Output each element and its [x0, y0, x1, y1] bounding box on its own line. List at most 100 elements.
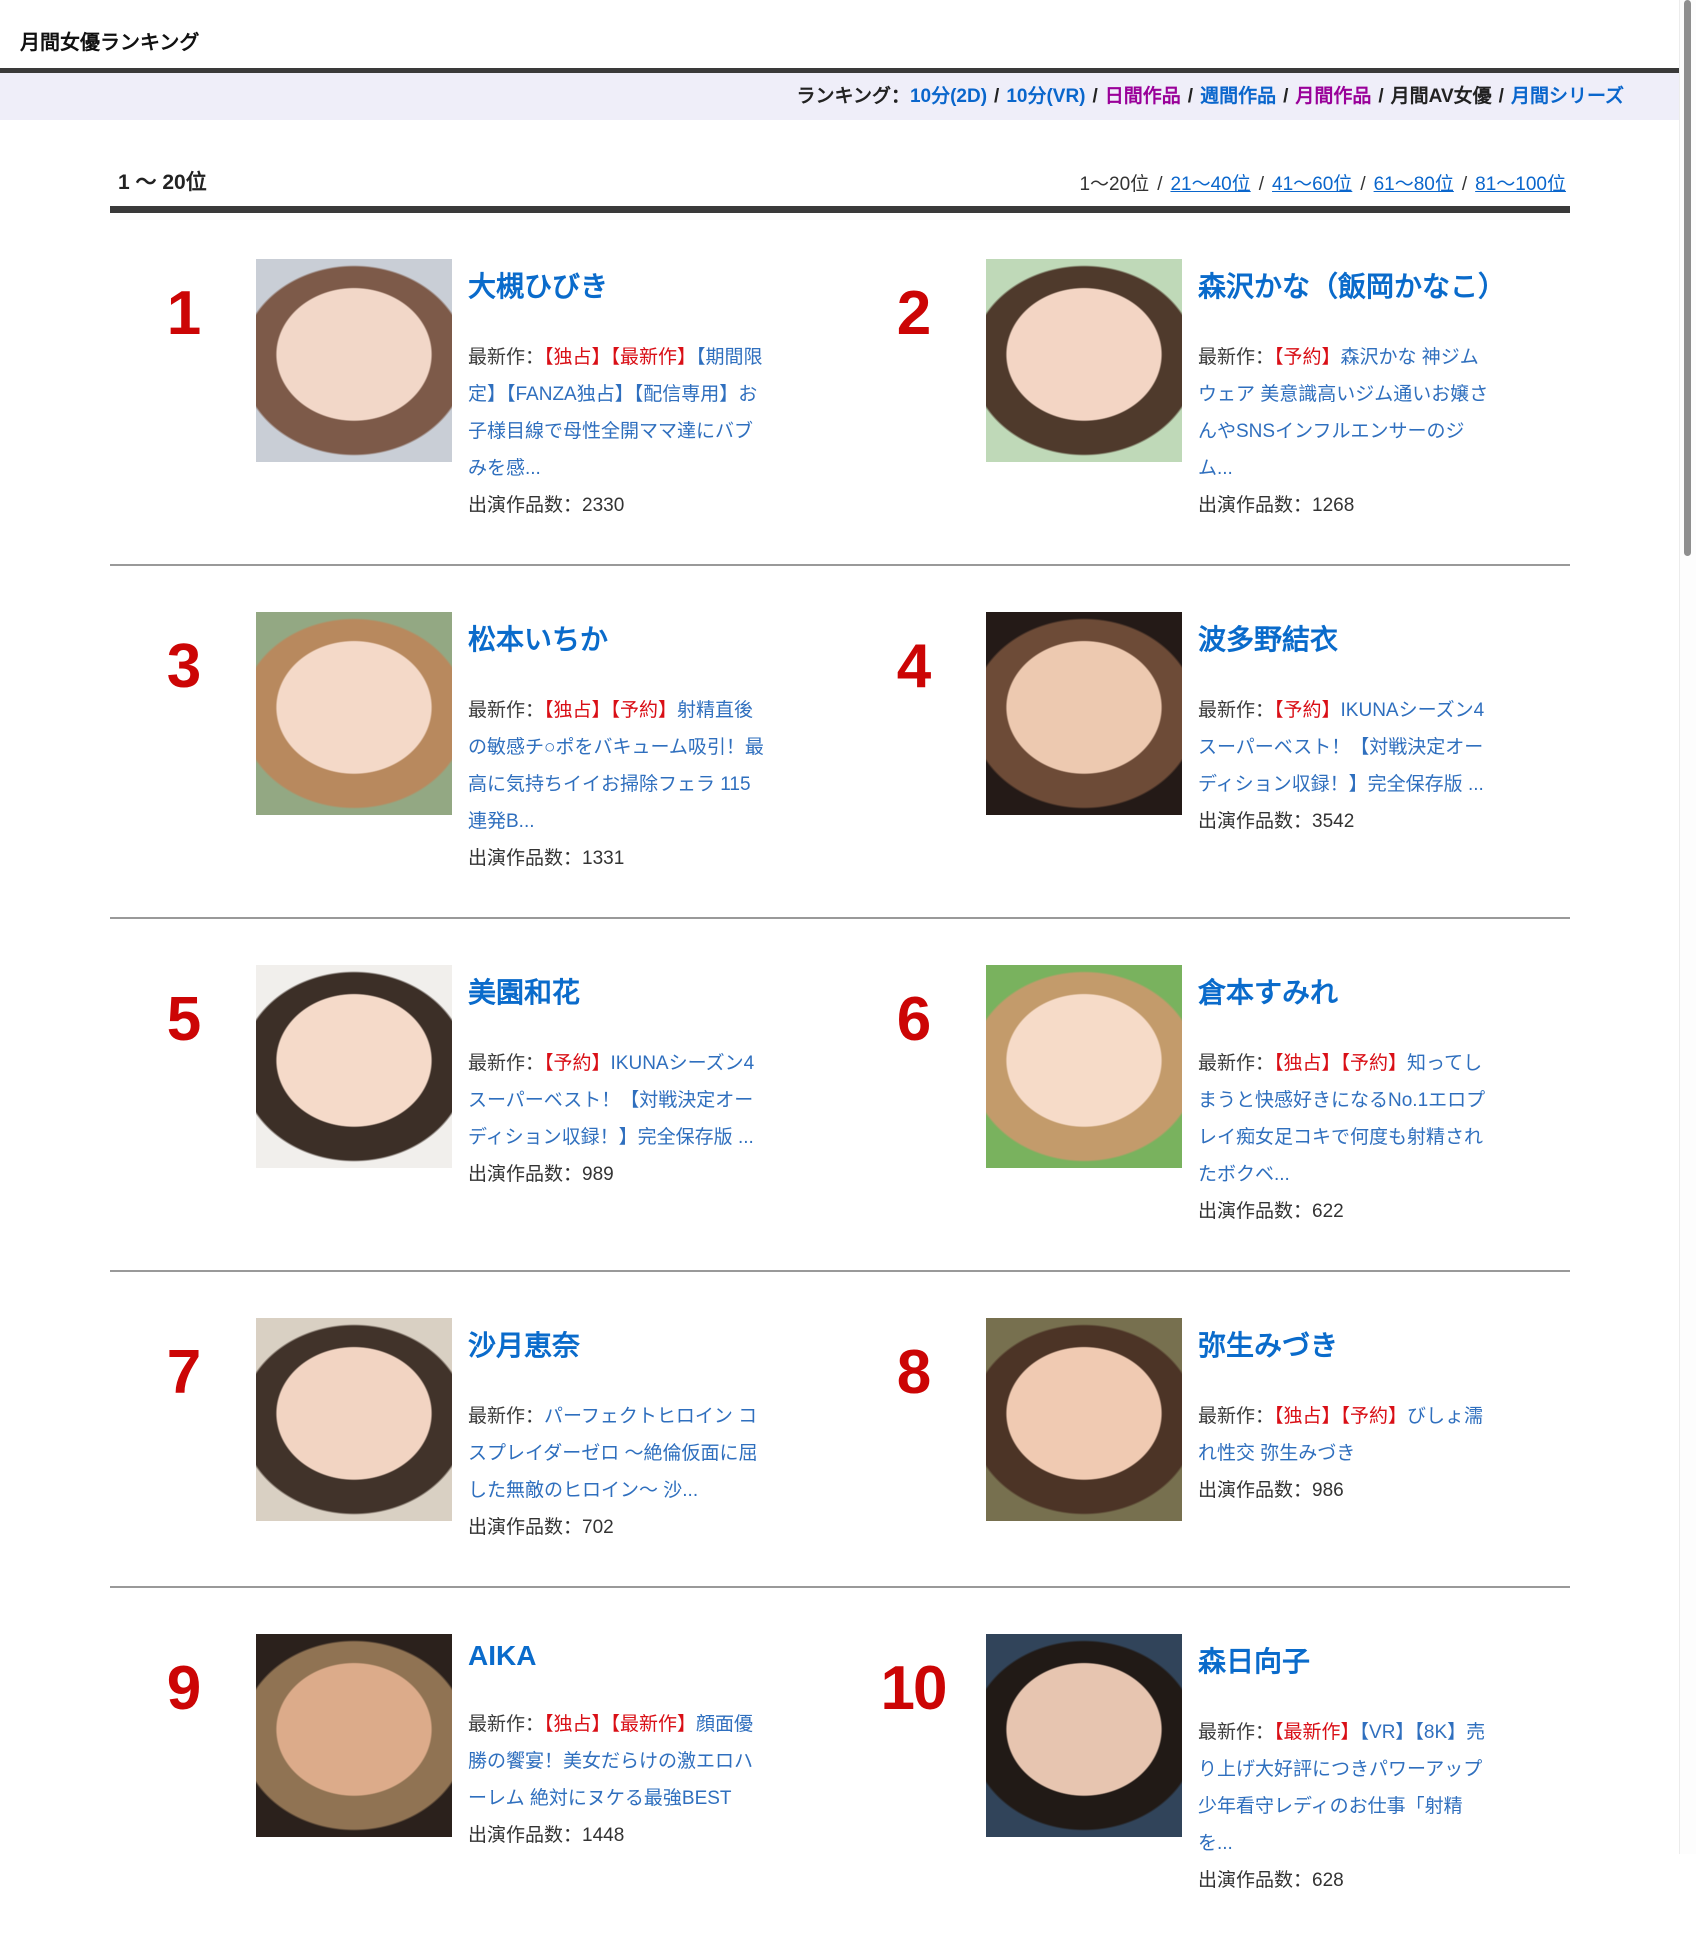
works-count-label: 出演作品数： — [468, 1825, 583, 1846]
latest-work-title: 【VR】【8K】売り上げ大好評につきパワーアップ 少年看守レディのお仕事「射精を… — [1198, 1722, 1486, 1854]
latest-work: 最新作：【予約】IKUNAシーズン4スーパーベスト！【対戦決定オーディション収録… — [1198, 692, 1494, 803]
nav-item[interactable]: 10分(2D) — [909, 86, 988, 107]
works-count-label: 出演作品数： — [468, 495, 583, 516]
actress-name-link[interactable]: 波多野結衣 — [1198, 624, 1339, 655]
latest-work-tags: 【予約】 — [1274, 700, 1341, 721]
actress-photo[interactable] — [986, 612, 1182, 815]
slash-separator: / — [1461, 174, 1468, 195]
latest-work-title: 森沢かな 神ジムウェア 美意識高いジム通いお嬢さんやSNSインフルエンサーのジム… — [1198, 347, 1489, 479]
actress-name-link[interactable]: 倉本すみれ — [1198, 977, 1339, 1008]
pagination-link[interactable]: 21～40位 — [1170, 174, 1251, 195]
ranking-row: 1 大槻ひびき 最新作：【独占】【最新作】【期間限定】【FANZA独占】【配信専… — [110, 213, 1570, 566]
actress-name-link[interactable]: 森日向子 — [1198, 1646, 1311, 1677]
works-count-value: 702 — [582, 1517, 614, 1538]
slash-separator: / — [1498, 86, 1504, 107]
latest-work-title: びしょ濡れ性交 弥生みづき — [1198, 1406, 1484, 1464]
works-count-value: 1268 — [1312, 495, 1355, 516]
ranking-entry: 7 沙月恵奈 最新作：パーフェクトヒロイン コスプレイダーゼロ ～絶倫仮面に屈し… — [110, 1318, 840, 1546]
header-divider-bar — [0, 68, 1680, 73]
actress-name-link[interactable]: 大槻ひびき — [468, 271, 609, 302]
latest-work-link[interactable]: 【予約】森沢かな 神ジムウェア 美意識高いジム通いお嬢さんやSNSインフルエンサ… — [1198, 347, 1488, 479]
latest-work-link[interactable]: 【独占】【予約】知ってしまうと快感好きになるNo.1エロプレイ痴女足コキで何度も… — [1198, 1053, 1485, 1185]
pagination-link[interactable]: 81～100位 — [1475, 174, 1566, 195]
rank-number: 10 — [880, 1654, 948, 1723]
latest-work-title: 知ってしまうと快感好きになるNo.1エロプレイ痴女足コキで何度も射精されたボクベ… — [1198, 1053, 1486, 1185]
actress-name-link[interactable]: 松本いちか — [468, 624, 609, 655]
works-count-value: 3542 — [1312, 811, 1355, 832]
actress-photo[interactable] — [986, 1318, 1182, 1521]
works-count-value: 1331 — [582, 848, 625, 869]
nav-item[interactable]: 月間作品 — [1295, 86, 1372, 107]
latest-work: 最新作：【独占】【予約】知ってしまうと快感好きになるNo.1エロプレイ痴女足コキ… — [1198, 1045, 1494, 1193]
actress-photo[interactable] — [256, 965, 452, 1168]
works-count: 出演作品数：2330 — [468, 487, 764, 524]
latest-work-label: 最新作： — [1198, 700, 1275, 721]
latest-work-link[interactable]: 【独占】【予約】びしょ濡れ性交 弥生みづき — [1198, 1406, 1483, 1464]
nav-item[interactable]: 月間シリーズ — [1510, 86, 1624, 107]
latest-work-title: 射精直後の敏感チ○ポをバキューム吸引！最高に気持ちイイお掃除フェラ 115連発B… — [468, 700, 764, 832]
actress-photo[interactable] — [256, 612, 452, 815]
ranking-entry: 2 森沢かな（飯岡かなこ） 最新作：【予約】森沢かな 神ジムウェア 美意識高いジ… — [840, 259, 1570, 524]
rank-number: 3 — [166, 632, 201, 701]
latest-work-link[interactable]: パーフェクトヒロイン コスプレイダーゼロ ～絶倫仮面に屈した無敵のヒロイン～ 沙… — [468, 1406, 758, 1501]
nav-item[interactable]: 10分(VR) — [1006, 86, 1086, 107]
actress-name-link[interactable]: 弥生みづき — [1198, 1330, 1339, 1361]
latest-work-link[interactable]: 【予約】IKUNAシーズン4スーパーベスト！【対戦決定オーディション収録！】完全… — [468, 1053, 754, 1148]
latest-work-tags: 【独占】【予約】 — [1274, 1053, 1408, 1074]
pagination-link[interactable]: 61～80位 — [1373, 174, 1454, 195]
actress-name-link[interactable]: AIKA — [468, 1640, 537, 1671]
ranking-row: 3 松本いちか 最新作： 【独占】【予約】射精直後の敏感チ○ポをバキューム吸引！最… — [110, 566, 1570, 919]
latest-work-link[interactable]: 【独占】【予約】射精直後の敏感チ○ポをバキューム吸引！最高に気持ちイイお掃除フェ… — [468, 700, 764, 832]
entry-info: 森沢かな（飯岡かなこ） 最新作：【予約】森沢かな 神ジムウェア 美意識高いジム通… — [1182, 259, 1506, 524]
slash-separator: / — [994, 86, 1000, 107]
latest-work-link[interactable]: 【最新作】【VR】【8K】売り上げ大好評につきパワーアップ 少年看守レディのお仕… — [1198, 1722, 1485, 1854]
entry-info: 大槻ひびき 最新作：【独占】【最新作】【期間限定】【FANZA独占】【配信専用】… — [452, 259, 764, 524]
pagination-link[interactable]: 41～60位 — [1272, 174, 1353, 195]
rank-number: 9 — [166, 1654, 201, 1723]
actress-photo[interactable] — [256, 1318, 452, 1521]
rank-number: 8 — [896, 1338, 931, 1407]
nav-item[interactable]: 週間作品 — [1200, 86, 1277, 107]
works-count: 出演作品数：986 — [1198, 1472, 1494, 1509]
works-count-label: 出演作品数： — [468, 1517, 583, 1538]
works-count: 出演作品数：1331 — [468, 840, 764, 877]
latest-work-tags: 【最新作】 — [1274, 1722, 1360, 1743]
nav-item[interactable]: 日間作品 — [1104, 86, 1181, 107]
works-count: 出演作品数：702 — [468, 1509, 764, 1546]
ranking-nav-links: 10分(2D) / 10分(VR) / 日間作品 / 週間作品 / 月間作品 / 月間AV女優 / 月間… — [910, 86, 1624, 107]
latest-work-link[interactable]: 【独占】【最新作】【期間限定】【FANZA独占】【配信専用】お子様目線で母性全開… — [468, 347, 763, 479]
actress-name-link[interactable]: 美園和花 — [468, 977, 581, 1008]
actress-name-link[interactable]: 沙月恵奈 — [468, 1330, 581, 1361]
actress-name-link[interactable]: 森沢かな（飯岡かなこ） — [1198, 271, 1507, 302]
actress-photo[interactable] — [986, 1634, 1182, 1837]
latest-work: 最新作：【独占】【最新作】顔面優勝の饗宴！美女だらけの激エロハーレム 絶対にヌケ… — [468, 1706, 764, 1817]
actress-photo[interactable] — [256, 259, 452, 462]
latest-work-link[interactable]: 【独占】【最新作】顔面優勝の饗宴！美女だらけの激エロハーレム 絶対にヌケる最強B… — [468, 1714, 753, 1809]
actress-photo[interactable] — [256, 1634, 452, 1837]
works-count: 出演作品数：1448 — [468, 1817, 764, 1854]
range-header: 1 ～ 20位 1～20位 / 21～40位 / 41～60位 / 61～80位 / 81～10… — [110, 166, 1570, 206]
entry-info: AIKA 最新作：【独占】【最新作】顔面優勝の饗宴！美女だらけの激エロハーレム … — [452, 1634, 764, 1899]
slash-separator: / — [1283, 86, 1289, 107]
entry-info: 波多野結衣 最新作：【予約】IKUNAシーズン4スーパーベスト！【対戦決定オーデ… — [1182, 612, 1494, 877]
latest-work: 最新作：パーフェクトヒロイン コスプレイダーゼロ ～絶倫仮面に屈した無敵のヒロイ… — [468, 1398, 764, 1509]
rank-number: 5 — [166, 985, 201, 1054]
rank-number: 1 — [166, 279, 201, 348]
page: 月間女優ランキング ランキング：10分(2D) / 10分(VR) / 日間作品 / 週間作… — [0, 26, 1680, 1939]
scrollbar-track[interactable] — [1679, 0, 1696, 1854]
latest-work-tags: 【予約】 — [544, 1053, 611, 1074]
scrollbar-thumb[interactable] — [1684, 0, 1691, 556]
latest-work-title: IKUNAシーズン4スーパーベスト！【対戦決定オーディション収録！】完全保存版 … — [1198, 700, 1485, 795]
latest-work-title: パーフェクトヒロイン コスプレイダーゼロ ～絶倫仮面に屈した無敵のヒロイン～ 沙… — [468, 1406, 758, 1501]
actress-photo[interactable] — [986, 965, 1182, 1168]
works-count-label: 出演作品数： — [468, 848, 583, 869]
latest-work-link[interactable]: 【予約】IKUNAシーズン4スーパーベスト！【対戦決定オーディション収録！】完全… — [1198, 700, 1484, 795]
latest-work: 最新作：【予約】IKUNAシーズン4スーパーベスト！【対戦決定オーディション収録… — [468, 1045, 764, 1156]
works-count: 出演作品数：3542 — [1198, 803, 1494, 840]
latest-work-tags: 【独占】【最新作】 — [544, 1714, 697, 1735]
range-label: 1 ～ 20位 — [118, 171, 207, 194]
ranking-entry: 8 弥生みづき 最新作：【独占】【予約】びしょ濡れ性交 弥生みづき 出演作品数：… — [840, 1318, 1570, 1546]
actress-photo[interactable] — [986, 259, 1182, 462]
works-count: 出演作品数：628 — [1198, 1862, 1494, 1899]
slash-separator: / — [1378, 86, 1384, 107]
